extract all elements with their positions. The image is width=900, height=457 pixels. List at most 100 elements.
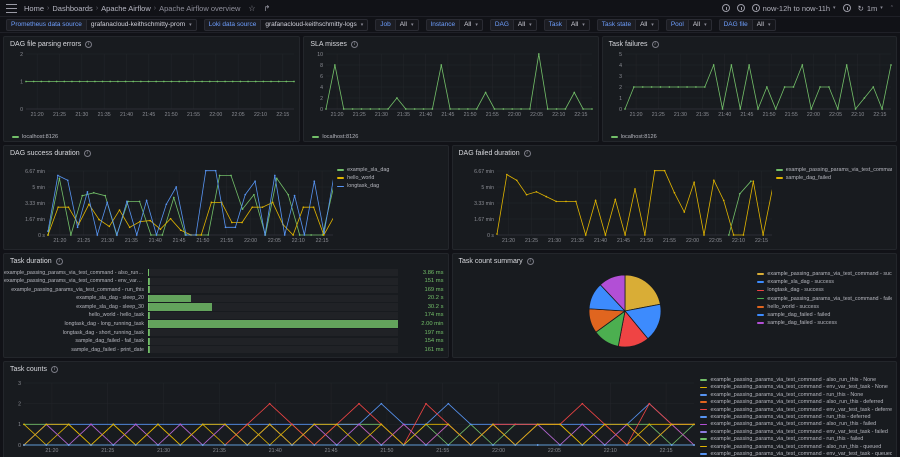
- legend-item[interactable]: example_passing_params_via_test_command …: [700, 377, 890, 383]
- legend-item[interactable]: example_passing_params_via_test_command …: [700, 436, 890, 442]
- legend-item[interactable]: hello_world: [337, 175, 441, 181]
- bar-row[interactable]: example_passing_params_via_test_command …: [4, 269, 444, 277]
- refresh-picker[interactable]: ↻ 1m ▾: [858, 4, 883, 13]
- svg-text:22:15: 22:15: [873, 112, 886, 118]
- legend-label: example_passing_params_via_test_command …: [710, 406, 892, 413]
- variable-value-dropdown[interactable]: All ▾: [687, 18, 712, 31]
- legend-item[interactable]: example_passing_params_via_test_command …: [757, 295, 892, 302]
- hamburger-menu-icon[interactable]: [6, 3, 17, 13]
- variable-value-dropdown[interactable]: All ▾: [394, 18, 419, 31]
- variable-value-dropdown[interactable]: grafanacloud-keithschmitty-logs ▾: [260, 18, 369, 31]
- bar-row[interactable]: longtask_dag - short_running_task 197 ms: [4, 329, 444, 337]
- info-icon[interactable]: i: [523, 150, 531, 157]
- legend-item[interactable]: localhost:8126: [312, 134, 358, 140]
- legend-color-swatch: [700, 416, 708, 418]
- legend-item[interactable]: example_passing_params_via_test_command …: [757, 271, 892, 277]
- info-icon[interactable]: i: [55, 258, 63, 265]
- svg-text:21:25: 21:25: [77, 238, 90, 244]
- help-icon[interactable]: [721, 4, 730, 12]
- legend-label: localhost:8126: [22, 134, 59, 140]
- svg-text:0: 0: [20, 107, 23, 113]
- timeseries-chart[interactable]: 0 2 4 6 8 10 21:20 21:25 21:30 21:35 21:40 21:45 21:…: [308, 50, 594, 120]
- variable-value-dropdown[interactable]: grafanacloud-keithschmitty-prom ▾: [85, 18, 197, 31]
- svg-text:21:45: 21:45: [325, 448, 338, 454]
- bar-row[interactable]: hello_world - hello_task 174 ms: [4, 311, 444, 320]
- bar-row[interactable]: example_passing_params_via_test_command …: [4, 277, 444, 285]
- svg-text:22:10: 22:10: [732, 238, 745, 244]
- bar-row[interactable]: example_passing_params_via_test_command …: [4, 286, 444, 294]
- bar-row[interactable]: longtask_dag - long_running_task 2.00 min: [4, 320, 444, 328]
- legend-label: example_passing_params_via_test_command …: [767, 295, 892, 302]
- legend-item[interactable]: example_passing_params_via_test_command …: [700, 444, 890, 450]
- info-icon[interactable]: i: [85, 41, 93, 48]
- share-icon[interactable]: ↱: [263, 3, 271, 13]
- bar-row[interactable]: example_sla_dag - sleep_30 30.2 s: [4, 303, 444, 311]
- pie-slice[interactable]: [599, 274, 625, 313]
- legend-item[interactable]: example_sla_dag - success: [757, 279, 890, 285]
- legend-color-swatch: [700, 445, 708, 448]
- variable-value-text: All: [756, 21, 765, 28]
- template-variables-bar: Prometheus data source grafanacloud-keith…: [0, 17, 900, 33]
- variable-value-dropdown[interactable]: All ▾: [459, 18, 483, 31]
- svg-text:21:40: 21:40: [594, 238, 607, 244]
- variable-label: DAG: [489, 18, 513, 31]
- legend-item[interactable]: localhost:8126: [12, 134, 58, 140]
- svg-text:22:15: 22:15: [276, 112, 289, 118]
- svg-text:21:55: 21:55: [436, 448, 449, 454]
- legend-item[interactable]: hello_world - success: [757, 304, 890, 310]
- variable-value-dropdown[interactable]: All ▾: [512, 18, 537, 31]
- legend-color-swatch: [12, 136, 19, 138]
- star-icon[interactable]: ☆: [248, 3, 256, 13]
- bar-row[interactable]: sample_dag_failed - print_date 161 ms: [4, 346, 444, 354]
- svg-text:1: 1: [18, 422, 21, 428]
- chevron-down-icon: ▾: [529, 21, 532, 28]
- legend-item[interactable]: longtask_dag: [337, 183, 441, 189]
- panel-body: 0 2 4 6 8 10 21:20 21:25 21:30 21:35 21:40 21:45 21:…: [304, 50, 597, 133]
- time-range-picker[interactable]: now-12h to now-11h ▾: [751, 4, 836, 13]
- timeseries-chart[interactable]: 0 1 2 21:20 21:25 21:30 21:35 21:40 21:45 21:50 21…: [8, 50, 295, 120]
- legend-item[interactable]: sample_dag_failed - success: [757, 320, 890, 326]
- svg-text:6.67 min: 6.67 min: [25, 169, 45, 175]
- info-icon[interactable]: i: [83, 150, 91, 157]
- timeseries-chart[interactable]: 0 s 1.67 min 3.33 min 5 min 6.67 min 21:20 21:…: [457, 159, 772, 247]
- bar-row[interactable]: sample_dag_failed - fail_task 154 ms: [4, 337, 444, 345]
- legend-item[interactable]: longtask_dag - success: [757, 287, 890, 293]
- legend-item[interactable]: example_passing_params_via_test_command …: [700, 429, 890, 435]
- legend-item[interactable]: example_passing_params_via_test_command …: [700, 392, 890, 398]
- gear-icon[interactable]: [736, 4, 745, 12]
- timeseries-chart[interactable]: 0 1 2 3 4 5 21:20 21:25 21:30 21:35 21:40 21:45 21:5…: [607, 50, 892, 120]
- variable-prometheus-data-source: Prometheus data source grafanacloud-keith…: [6, 18, 197, 31]
- bar-fill: [149, 303, 212, 311]
- legend-item[interactable]: example_passing_params_via_test_command …: [700, 421, 890, 427]
- legend-item[interactable]: sample_dag_failed: [775, 175, 890, 181]
- legend-item[interactable]: localhost:8126: [610, 134, 657, 140]
- breadcrumb-home[interactable]: Home: [24, 3, 45, 13]
- svg-text:21:25: 21:25: [53, 112, 66, 118]
- legend-item[interactable]: example_passing_params_via_test_command …: [700, 451, 892, 457]
- pie-slice[interactable]: [624, 274, 661, 312]
- pie-chart[interactable]: [457, 267, 754, 355]
- collapse-icon[interactable]: ⌃: [889, 5, 894, 11]
- breadcrumb-apache-airflow[interactable]: Apache Airflow: [101, 3, 151, 13]
- legend-item[interactable]: example_passing_params_via_test_command …: [700, 384, 890, 390]
- legend-item[interactable]: example_sla_dag: [337, 167, 441, 173]
- variable-value-dropdown[interactable]: All ▾: [566, 18, 590, 31]
- variable-value-dropdown[interactable]: All ▾: [635, 18, 659, 31]
- legend-item[interactable]: example_passing_params_via_test_command …: [700, 406, 892, 413]
- legend-item[interactable]: example_passing_params_via_test_command: [775, 167, 892, 173]
- bar-row[interactable]: example_sla_dag - sleep_20 20.2 s: [4, 294, 444, 302]
- timeseries-chart[interactable]: 0 s 1.67 min 3.33 min 5 min 6.67 min 21:20 21:…: [8, 159, 334, 247]
- legend-item[interactable]: example_passing_params_via_test_command …: [700, 414, 890, 420]
- variable-value-text: grafanacloud-keithschmitty-prom: [90, 21, 186, 28]
- timeseries-chart[interactable]: 0 1 2 3 21:20 21:25 21:30 21:35 21:40 21:45 21:50 2…: [8, 375, 696, 457]
- legend-item[interactable]: example_passing_params_via_test_command …: [700, 399, 890, 405]
- info-icon[interactable]: i: [350, 41, 358, 48]
- variable-value-dropdown[interactable]: All ▾: [751, 18, 776, 31]
- legend-item[interactable]: sample_dag_failed - failed: [757, 312, 890, 318]
- zoom-out-icon[interactable]: [842, 4, 851, 12]
- svg-text:8: 8: [320, 63, 323, 69]
- info-icon[interactable]: i: [50, 366, 58, 373]
- info-icon[interactable]: i: [651, 41, 659, 48]
- breadcrumb-dashboards[interactable]: Dashboards: [52, 3, 93, 13]
- info-icon[interactable]: i: [526, 258, 534, 265]
